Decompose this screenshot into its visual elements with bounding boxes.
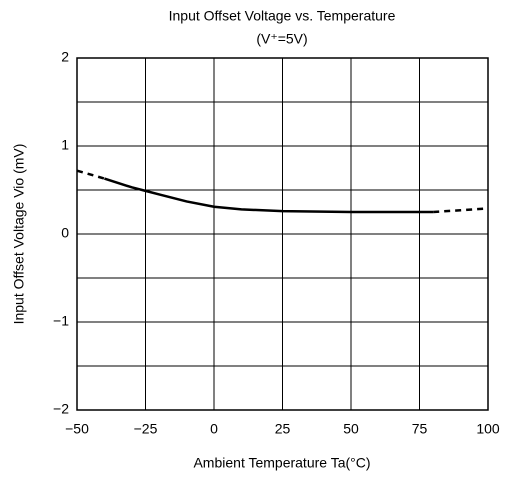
y-tick-label: −2 bbox=[53, 401, 69, 417]
data-line bbox=[433, 207, 489, 214]
data-line bbox=[76, 169, 105, 180]
x-tick-label: −25 bbox=[134, 421, 158, 437]
x-tick-label: 0 bbox=[210, 421, 218, 437]
y-tick-label: 1 bbox=[61, 137, 69, 153]
x-tick-label: 75 bbox=[412, 421, 428, 437]
y-tick-label: −1 bbox=[53, 313, 69, 329]
chart-title: Input Offset Voltage vs. Temperature bbox=[169, 8, 396, 24]
chart-subtitle: (V⁺=5V) bbox=[256, 31, 307, 47]
x-tick-label: 50 bbox=[343, 421, 359, 437]
y-tick-label: 0 bbox=[61, 225, 69, 241]
y-axis-label: Input Offset Voltage Vio (mV) bbox=[11, 144, 27, 325]
x-tick-label: 100 bbox=[476, 421, 500, 437]
x-axis-label: Ambient Temperature Ta(°C) bbox=[193, 455, 370, 471]
data-line bbox=[104, 177, 434, 214]
y-tick-label: 2 bbox=[61, 49, 69, 65]
x-tick-label: −50 bbox=[65, 421, 89, 437]
plot-frame bbox=[76, 57, 489, 411]
x-tick-label: 25 bbox=[275, 421, 291, 437]
